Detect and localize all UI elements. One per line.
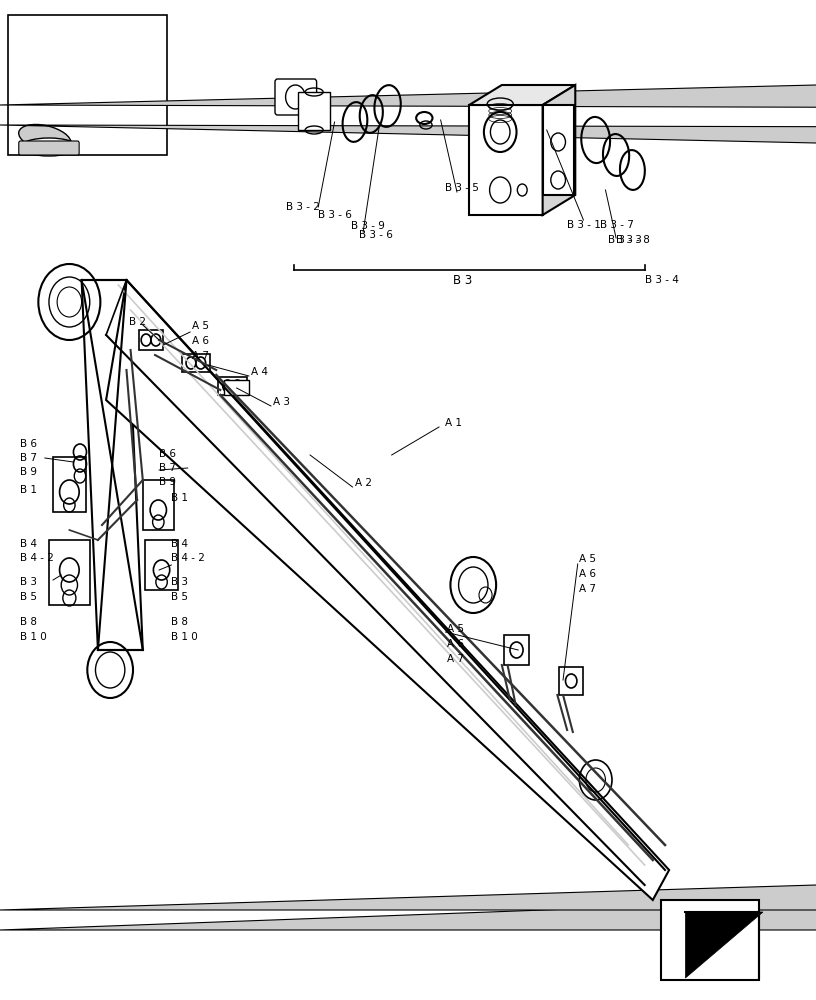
Polygon shape <box>0 830 816 930</box>
Text: B 3 - 4: B 3 - 4 <box>645 275 679 285</box>
Text: B 6: B 6 <box>159 449 176 459</box>
Text: B 3 - 2: B 3 - 2 <box>286 202 320 212</box>
Text: B 3 - 6: B 3 - 6 <box>318 210 353 220</box>
Text: A 6: A 6 <box>579 569 596 579</box>
Bar <box>543 105 574 195</box>
Text: A 7: A 7 <box>579 584 596 594</box>
Text: B 4: B 4 <box>171 539 188 549</box>
Bar <box>181 354 210 372</box>
Bar <box>559 667 583 695</box>
Text: B 7: B 7 <box>159 463 176 473</box>
Text: B 3 - 9: B 3 - 9 <box>351 221 385 231</box>
Text: A 5: A 5 <box>447 624 464 634</box>
Polygon shape <box>543 85 575 215</box>
Bar <box>143 480 174 530</box>
FancyBboxPatch shape <box>275 79 317 115</box>
Bar <box>469 105 543 215</box>
Text: B 4 - 2: B 4 - 2 <box>20 553 55 563</box>
Text: B 3 - 6: B 3 - 6 <box>359 230 393 240</box>
Text: B 8: B 8 <box>20 617 38 627</box>
Text: A 7: A 7 <box>447 654 464 664</box>
Bar <box>298 92 330 130</box>
Text: A 4: A 4 <box>251 367 268 377</box>
Bar <box>504 635 529 665</box>
Text: B 7: B 7 <box>20 453 38 463</box>
Text: A 2: A 2 <box>355 478 372 488</box>
Text: B 1: B 1 <box>20 485 38 495</box>
Text: B 4 - 2: B 4 - 2 <box>171 553 206 563</box>
Ellipse shape <box>20 138 78 156</box>
Polygon shape <box>469 85 575 105</box>
Bar <box>8 15 167 155</box>
Polygon shape <box>0 65 816 125</box>
Text: B 1 0: B 1 0 <box>171 632 198 642</box>
Text: B 8: B 8 <box>171 617 188 627</box>
Text: B 3 - 7: B 3 - 7 <box>600 220 634 230</box>
Bar <box>53 457 86 512</box>
Text: A 5: A 5 <box>579 554 596 564</box>
Ellipse shape <box>19 124 71 152</box>
Text: A 6: A 6 <box>192 336 209 346</box>
Text: B 3 - 5: B 3 - 5 <box>445 183 479 193</box>
Text: B 5: B 5 <box>171 592 188 602</box>
Text: B 9: B 9 <box>20 467 38 477</box>
Bar <box>224 380 249 395</box>
Text: B 5: B 5 <box>20 592 38 602</box>
Text: B 1: B 1 <box>171 493 188 503</box>
Text: B 2: B 2 <box>129 317 146 327</box>
Text: B 3 - 8: B 3 - 8 <box>616 235 650 245</box>
Text: A 5: A 5 <box>192 321 209 331</box>
Bar <box>49 540 90 605</box>
Text: A 7: A 7 <box>192 351 209 361</box>
Text: A 3: A 3 <box>273 397 290 407</box>
Text: B 9: B 9 <box>159 477 176 487</box>
Bar <box>139 330 163 350</box>
Bar <box>661 900 759 980</box>
Polygon shape <box>0 855 816 910</box>
Text: B 3 - 1: B 3 - 1 <box>567 220 601 230</box>
Polygon shape <box>82 280 143 650</box>
Text: B 1 0: B 1 0 <box>20 632 47 642</box>
Text: B 3 - 3: B 3 - 3 <box>608 235 642 245</box>
Text: B 3: B 3 <box>453 273 472 286</box>
Text: B 4: B 4 <box>20 539 38 549</box>
Polygon shape <box>106 280 669 900</box>
Text: A 1: A 1 <box>445 418 462 428</box>
Text: B 6: B 6 <box>20 439 38 449</box>
FancyBboxPatch shape <box>19 141 79 155</box>
Bar <box>218 377 246 395</box>
Polygon shape <box>0 125 816 182</box>
Text: B 3: B 3 <box>171 577 188 587</box>
Text: A 6: A 6 <box>447 639 464 649</box>
Bar <box>145 540 178 590</box>
Polygon shape <box>685 912 763 978</box>
Text: B 3: B 3 <box>20 577 38 587</box>
